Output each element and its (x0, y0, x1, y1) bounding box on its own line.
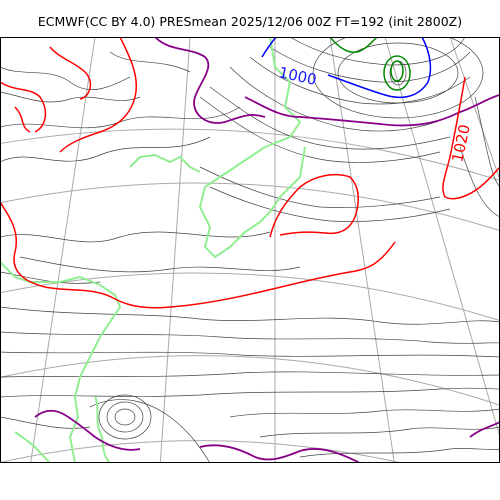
isobar (199, 166, 441, 208)
isobar (109, 51, 191, 73)
isobar (89, 399, 211, 463)
isobar-1012 (34, 37, 500, 463)
graticule (0, 37, 500, 463)
isobar-1020-segment (442, 76, 500, 200)
isobar (259, 426, 500, 438)
isobar (0, 331, 500, 344)
latitude-line (0, 182, 500, 232)
isobar-closed (337, 42, 459, 104)
longitude-line (30, 37, 96, 463)
longitude-line (384, 37, 500, 438)
isobar (474, 96, 500, 188)
isobar (229, 66, 461, 132)
low-center-ring (390, 60, 404, 82)
coastline-segment (94, 396, 111, 463)
isobar-1020-segment (49, 46, 92, 100)
isobar-1020-segment (269, 174, 360, 238)
isobar (289, 37, 466, 66)
isobar (0, 66, 131, 90)
longitude-line (449, 37, 500, 182)
isobar-1012-segment (469, 421, 500, 438)
isobar-1020-segment (0, 81, 47, 133)
low-center-ring (383, 55, 411, 91)
isobar-1020-segment (14, 106, 31, 133)
isobar (229, 408, 500, 418)
coastline-segment (129, 153, 201, 173)
isobar (0, 387, 500, 398)
isobar-closed (312, 37, 484, 119)
isobar-1012-segment (244, 94, 500, 127)
isobar (0, 416, 91, 429)
isobar-closed (98, 394, 152, 440)
longitude-line (159, 37, 191, 463)
low-center-ring (329, 37, 379, 53)
longitude-line (329, 37, 395, 463)
isobar (0, 306, 500, 325)
latitude-line (0, 128, 500, 182)
isobar (199, 96, 441, 163)
isobar-1020-segment (0, 201, 396, 309)
isobar (249, 56, 471, 105)
isobar (0, 271, 101, 284)
coastline-segment (0, 261, 122, 463)
map-title: ECMWF(CC BY 4.0) PRESmean 2025/12/06 00Z… (37, 14, 463, 29)
isobar (19, 256, 301, 273)
isobar-1012-segment (34, 409, 141, 451)
isobar-1012-segment (154, 37, 266, 124)
isobar-1000-segment (261, 37, 277, 58)
coastline-segment (14, 431, 51, 463)
isobar-closed (106, 401, 144, 433)
isobar (0, 351, 500, 358)
isobar (209, 86, 451, 150)
latitude-line (0, 272, 500, 322)
isobar (269, 46, 471, 83)
isobar-closed (114, 408, 136, 426)
latitude-line (0, 440, 404, 463)
isobar (0, 371, 500, 378)
pressure-map: 1000 1020 (0, 37, 500, 463)
isobar-1000 (261, 37, 432, 99)
isobar-1020-segment (59, 37, 138, 153)
isobar (0, 231, 271, 243)
low-center (329, 37, 411, 91)
isobar (0, 136, 211, 163)
isobar-1012-segment (199, 444, 361, 463)
map-background (0, 37, 500, 463)
isobar-1020 (0, 37, 500, 309)
isobar (209, 186, 451, 222)
isobar (0, 91, 141, 103)
isobar-1000-segment (327, 37, 432, 99)
